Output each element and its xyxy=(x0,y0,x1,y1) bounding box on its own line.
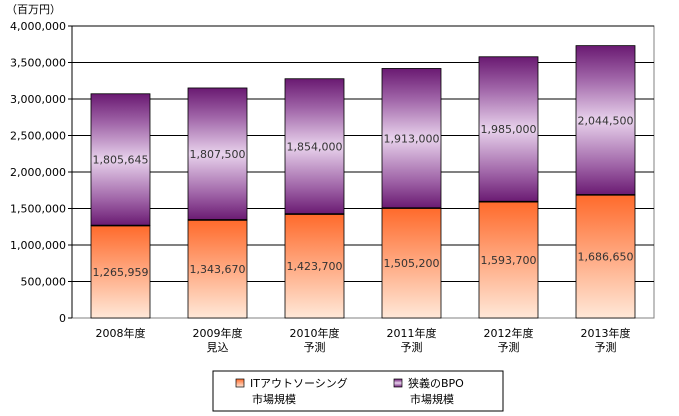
legend-item-bpo: 市場規模 xyxy=(410,392,454,406)
x-tick-label: 2009年度 xyxy=(193,326,243,340)
data-label-bpo: 1,854,000 xyxy=(287,140,343,153)
data-label-it-outsourcing: 1,593,700 xyxy=(481,254,537,267)
data-label-it-outsourcing: 1,265,959 xyxy=(93,266,149,279)
x-axis: 2008年度 2009年度見込2010年度予測2011年度予測2012年度予測20… xyxy=(96,326,631,354)
data-label-it-outsourcing: 1,423,700 xyxy=(287,260,343,273)
legend-box xyxy=(212,370,504,412)
data-label-it-outsourcing: 1,686,650 xyxy=(578,250,634,263)
x-tick-label: 2013年度 xyxy=(581,326,631,340)
x-tick-label: 2012年度 xyxy=(484,326,534,340)
x-tick-label: 2010年度 xyxy=(290,326,340,340)
y-tick-label: 3,000,000 xyxy=(10,93,66,106)
bar-bpo xyxy=(187,87,248,221)
legend-swatch xyxy=(393,378,403,388)
data-label-it-outsourcing: 1,505,200 xyxy=(384,257,440,270)
bar-it-outsourcing xyxy=(187,219,248,319)
y-tick-label: 2,000,000 xyxy=(10,166,66,179)
x-tick-sublabel: 予測 xyxy=(304,340,326,354)
data-label-bpo: 1,985,000 xyxy=(481,123,537,136)
legend-item-bpo: 狭義のBPO xyxy=(408,376,464,390)
bar-it-outsourcing xyxy=(575,194,636,319)
y-tick-label: 2,500,000 xyxy=(10,130,66,143)
bar-bpo xyxy=(284,78,345,215)
data-label-bpo: 1,913,000 xyxy=(384,132,440,145)
data-label-bpo: 1,807,500 xyxy=(190,148,246,161)
x-tick-label: 2011年度 xyxy=(387,326,437,340)
x-tick-sublabel: 予測 xyxy=(498,340,520,354)
x-tick-sublabel: 予測 xyxy=(595,340,617,354)
y-tick-label: 0 xyxy=(59,312,66,325)
y-tick-label: 3,500,000 xyxy=(10,57,66,70)
legend-swatch xyxy=(235,378,245,388)
x-tick-label: 2008年度 xyxy=(96,326,146,340)
bar-bpo xyxy=(478,56,539,203)
bar-bpo xyxy=(90,93,151,226)
y-tick-label: 4,000,000 xyxy=(10,20,66,33)
bar-it-outsourcing xyxy=(284,213,345,319)
y-tick-label: 1,500,000 xyxy=(10,203,66,216)
data-label-bpo: 2,044,500 xyxy=(578,114,634,127)
unit-label: （百万円） xyxy=(6,3,61,16)
x-tick-sublabel: 予測 xyxy=(401,340,423,354)
bar-it-outsourcing xyxy=(478,201,539,319)
data-label-bpo: 1,805,645 xyxy=(93,154,149,167)
y-tick-label: 1,000,000 xyxy=(10,239,66,252)
gridlines xyxy=(72,25,654,282)
x-tick-sublabel: 見込 xyxy=(207,341,229,354)
bar-bpo xyxy=(575,45,636,196)
y-axis: 0 500,000 1,000,000 1,500,000 2,000,000 2,500… xyxy=(10,20,73,325)
legend-item-it-outsourcing: ITアウトソーシング xyxy=(250,376,348,390)
bar-bpo xyxy=(381,68,442,209)
bar-it-outsourcing xyxy=(381,207,442,319)
y-tick-label: 500,000 xyxy=(21,276,67,289)
legend-item-it-outsourcing: 市場規模 xyxy=(252,392,296,406)
data-label-it-outsourcing: 1,343,670 xyxy=(190,263,246,276)
bars: 1,265,959 1,805,645 1,343,670 1,807,500 1,42… xyxy=(90,45,636,319)
